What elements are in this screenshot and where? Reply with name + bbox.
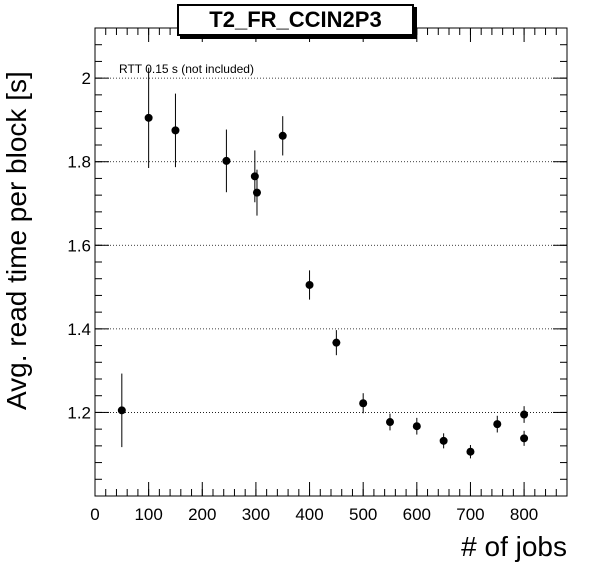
x-axis-label: # of jobs (461, 531, 567, 562)
y-tick-label: 1.4 (67, 320, 91, 339)
x-tick-label: 0 (90, 505, 99, 524)
x-tick-label: 300 (242, 505, 270, 524)
data-point-16 (520, 434, 529, 443)
x-tick-label: 100 (134, 505, 162, 524)
data-point-15 (520, 410, 529, 419)
data-point-2 (171, 126, 180, 135)
x-tick-label: 200 (188, 505, 216, 524)
y-axis-label: Avg. read time per block [s] (1, 71, 32, 410)
x-tick-label: 500 (349, 505, 377, 524)
data-point-14 (493, 420, 502, 429)
data-point-4 (250, 172, 259, 181)
x-tick-label: 700 (456, 505, 484, 524)
data-point-7 (305, 280, 314, 289)
data-point-3 (222, 156, 231, 165)
data-points (117, 67, 529, 459)
data-point-10 (386, 418, 394, 427)
data-point-8 (332, 338, 341, 347)
x-tick-label: 600 (403, 505, 431, 524)
y-tick-label: 1.6 (67, 236, 91, 255)
chart-title: T2_FR_CCIN2P3 (177, 4, 414, 36)
grid-lines (95, 77, 567, 413)
data-point-5 (252, 188, 261, 197)
annotation-text: RTT 0.15 s (not included) (119, 62, 254, 76)
data-point-12 (439, 436, 448, 445)
x-tick-label: 400 (295, 505, 323, 524)
x-tick-label: 800 (510, 505, 538, 524)
y-tick-label: 1.2 (67, 403, 91, 422)
data-point-11 (412, 422, 421, 431)
data-point-0 (117, 406, 126, 415)
data-point-9 (359, 399, 368, 408)
y-tick-label: 2 (82, 69, 91, 88)
axes: 1.2 1.4 1.6 1.8 2 0 100 200 300 400 500 600 700 800 (67, 27, 568, 524)
data-point-6 (278, 131, 287, 140)
data-point-13 (466, 447, 475, 456)
y-tick-label: 1.8 (67, 153, 91, 172)
data-point-1 (144, 113, 153, 122)
